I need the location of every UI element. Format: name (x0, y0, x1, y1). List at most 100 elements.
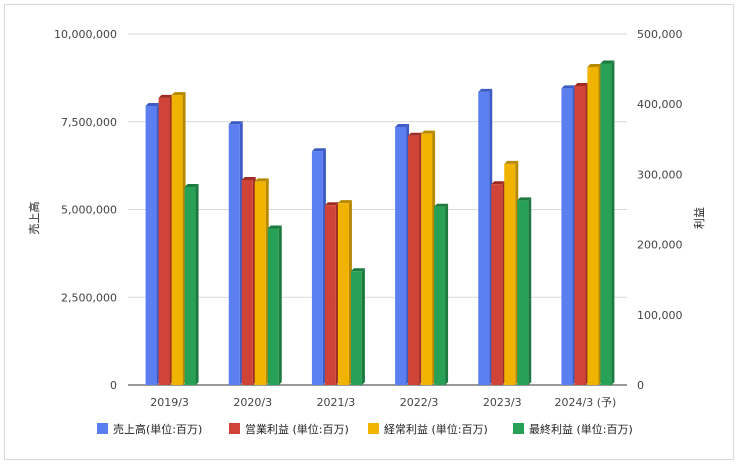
bar-face (574, 85, 586, 385)
bar-side (445, 203, 449, 385)
bar-top (171, 92, 186, 96)
bar-face (408, 135, 420, 385)
bar (478, 88, 493, 385)
bar-top (600, 60, 615, 64)
legend-swatch (229, 423, 240, 434)
bar-side (611, 60, 615, 385)
bar (421, 130, 436, 385)
left-tick-label: 7,500,000 (61, 116, 117, 129)
left-tick-label: 5,000,000 (61, 204, 117, 217)
legend-label: 経常利益 (単位:百万) (384, 422, 488, 436)
legend-swatch (368, 423, 379, 434)
bar-top (561, 85, 576, 89)
right-tick-label: 500,000 (637, 28, 683, 41)
bar-face (421, 133, 433, 385)
right-tick-label: 200,000 (637, 239, 683, 252)
x-tick-label: 2023/3 (483, 396, 522, 409)
bar-top (350, 268, 365, 272)
x-tick-label: 2019/3 (150, 396, 189, 409)
bar (337, 200, 352, 385)
right-axis-ticks: 0 100,000 200,000 300,000 400,000 500,000 (637, 28, 683, 392)
bar-top (145, 102, 160, 106)
bars (145, 60, 615, 386)
bar (504, 160, 519, 385)
gridlines (128, 33, 627, 386)
bar (254, 178, 269, 385)
bar-top (254, 178, 269, 182)
bar (395, 124, 410, 385)
bar-top (478, 88, 493, 92)
left-axis-title: 売上高 (27, 202, 41, 235)
bar-face (254, 181, 266, 385)
bar-top (504, 160, 519, 164)
bar-face (561, 88, 573, 385)
legend-label: 売上高(単位:百万) (113, 422, 202, 436)
bar (241, 177, 256, 385)
bar (434, 203, 449, 385)
bar-top (184, 184, 199, 188)
bar (158, 94, 173, 385)
bar-face (228, 124, 240, 385)
right-tick-label: 300,000 (637, 168, 683, 181)
bar-top (491, 181, 506, 185)
bar-side (278, 225, 282, 385)
right-tick-label: 100,000 (637, 309, 683, 322)
bar-top (408, 132, 423, 136)
bar-face (145, 105, 157, 385)
bar-face (504, 163, 516, 385)
bar (491, 181, 506, 385)
bar-face (184, 187, 196, 385)
bar-top (574, 82, 589, 86)
bar-face (350, 271, 362, 385)
left-tick-label: 10,000,000 (54, 28, 117, 41)
bar-top (228, 121, 243, 125)
right-axis-title: 利益 (692, 207, 706, 229)
left-axis-ticks: 0 2,500,000 5,000,000 7,500,000 10,000,000 (54, 28, 117, 392)
bar-face (434, 206, 446, 385)
bar-top (517, 197, 532, 201)
bar-top (434, 203, 449, 207)
bar-top (395, 124, 410, 128)
right-tick-label: 400,000 (637, 98, 683, 111)
bar (311, 148, 326, 385)
left-tick-label: 0 (110, 379, 117, 392)
bar-face (491, 184, 503, 385)
legend-item: 営業利益 (単位:百万) (229, 422, 349, 436)
bar-side (195, 184, 199, 385)
legend-swatch (513, 423, 524, 434)
bar-side (361, 268, 365, 385)
bar-face (337, 203, 349, 385)
x-tick-label: 2022/3 (400, 396, 439, 409)
bar-face (395, 127, 407, 385)
bar-top (311, 148, 326, 152)
bar-top (241, 177, 256, 181)
bar (145, 102, 160, 385)
bar (184, 184, 199, 385)
bar-top (587, 63, 602, 67)
x-axis-ticks: 2019/3 2020/3 2021/3 2022/3 2023/3 2024/3 (予) (150, 396, 616, 409)
legend-item: 売上高(単位:百万) (97, 422, 202, 436)
bar-top (267, 225, 282, 229)
legend-item: 経常利益 (単位:百万) (368, 422, 488, 436)
bar-face (600, 63, 612, 385)
bar (600, 60, 615, 385)
bar (561, 85, 576, 385)
right-tick-label: 0 (637, 379, 644, 392)
bar-side (528, 197, 532, 385)
bar (267, 225, 282, 385)
bar-face (171, 95, 183, 385)
bar-face (587, 66, 599, 385)
bar (408, 132, 423, 385)
bar-face (478, 91, 490, 385)
bar (517, 197, 532, 385)
bar-face (517, 200, 529, 385)
bar (587, 63, 602, 386)
bar (171, 92, 186, 385)
bar-top (421, 130, 436, 134)
bar-top (158, 94, 173, 98)
legend-label: 営業利益 (単位:百万) (245, 422, 349, 436)
bar-top (337, 200, 352, 204)
x-tick-label: 2021/3 (317, 396, 356, 409)
x-tick-label: 2024/3 (予) (555, 396, 617, 409)
